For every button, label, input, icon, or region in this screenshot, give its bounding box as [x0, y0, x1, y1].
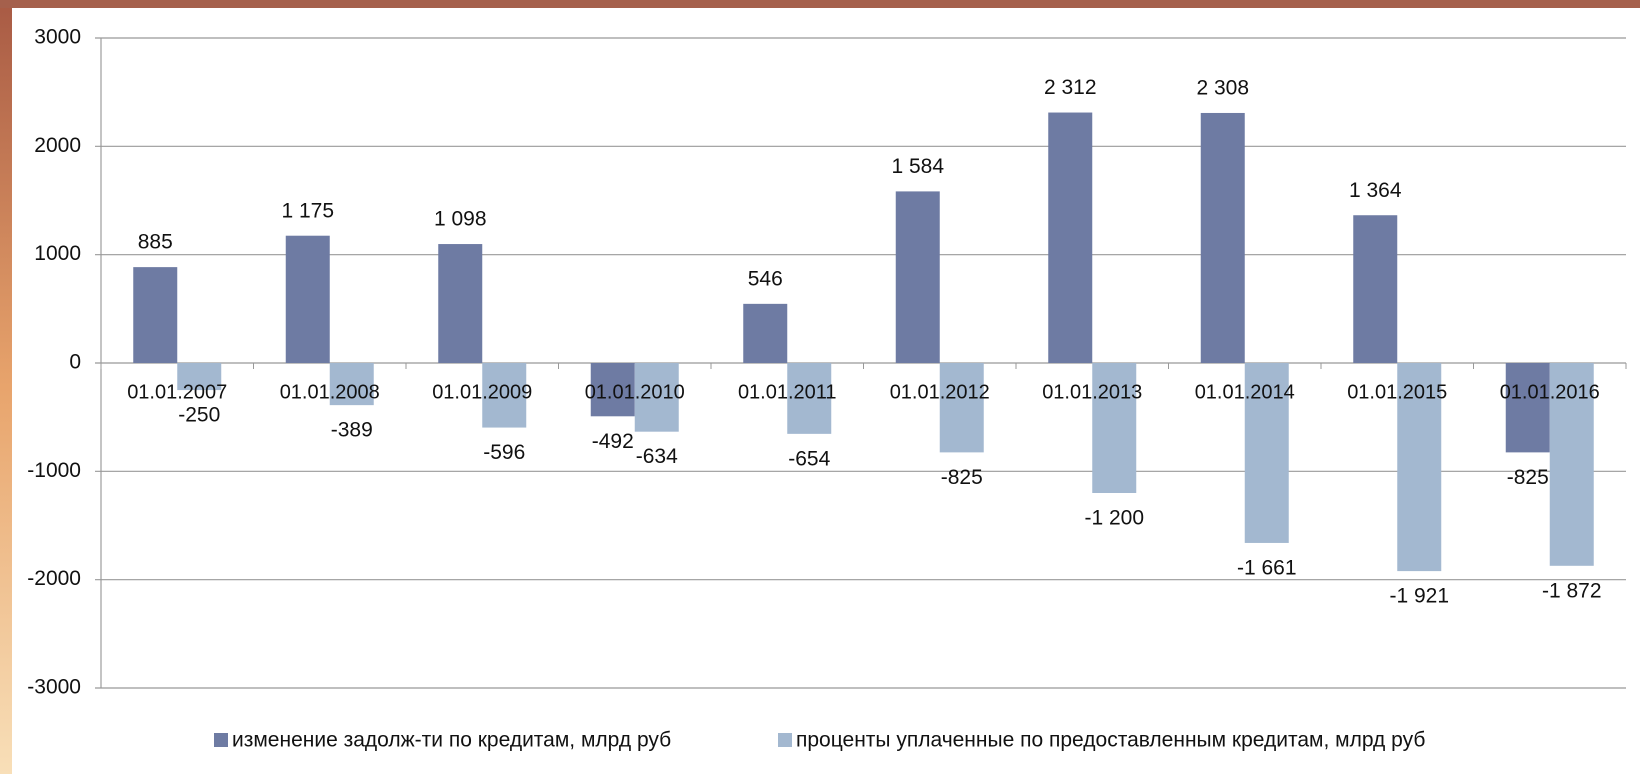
top-strip [0, 0, 1640, 8]
data-label: -389 [331, 419, 373, 442]
data-label: -492 [592, 430, 634, 453]
bar [634, 363, 679, 432]
data-label: -825 [941, 466, 983, 489]
x-tick-label: 01.01.2014 [1195, 381, 1295, 403]
data-label: 885 [138, 231, 173, 254]
data-label: 1 175 [281, 199, 334, 222]
data-label: -1 661 [1237, 556, 1297, 579]
y-tick-label: 3000 [34, 26, 81, 49]
bar [1549, 363, 1594, 566]
bar [177, 363, 222, 391]
bar [1244, 363, 1289, 543]
data-label: 1 584 [891, 155, 944, 178]
bar [743, 303, 788, 363]
bar [1092, 363, 1137, 493]
legend-swatch [778, 733, 792, 747]
x-tick-label: 01.01.2010 [585, 381, 685, 403]
legend-label: проценты уплаченные по предоставленным к… [796, 729, 1425, 752]
x-tick-label: 01.01.2007 [127, 381, 227, 403]
data-label: 1 098 [434, 208, 487, 231]
bar [438, 244, 483, 363]
data-label: -1 872 [1542, 579, 1602, 602]
bar [285, 235, 330, 363]
data-label: -825 [1507, 466, 1549, 489]
y-tick-label: 1000 [34, 242, 81, 265]
x-tick-label: 01.01.2016 [1500, 381, 1600, 403]
data-label: -250 [178, 404, 220, 427]
bar [1353, 215, 1398, 363]
bar [1505, 363, 1550, 453]
data-label: 2 312 [1044, 76, 1097, 99]
legend-label: изменение задолж-ти по кредитам, млрд ру… [232, 729, 671, 752]
data-label: 1 364 [1349, 179, 1402, 202]
legend-swatch [214, 733, 228, 747]
bar [329, 363, 374, 406]
x-tick-label: 01.01.2011 [738, 381, 837, 403]
data-label: -596 [483, 441, 525, 464]
data-label: -654 [788, 447, 830, 470]
x-tick-label: 01.01.2015 [1347, 381, 1447, 403]
side-strip [0, 0, 12, 774]
bar [939, 363, 984, 453]
y-tick-label: 0 [69, 351, 81, 374]
x-tick-label: 01.01.2013 [1042, 381, 1142, 403]
data-label: 546 [748, 267, 783, 290]
y-tick-label: -2000 [27, 567, 81, 590]
y-tick-label: -3000 [27, 676, 81, 699]
bar [895, 191, 940, 363]
x-tick-label: 01.01.2012 [890, 381, 990, 403]
x-tick-label: 01.01.2009 [432, 381, 532, 403]
data-label: 2 308 [1196, 77, 1249, 100]
data-label: -1 921 [1389, 585, 1449, 608]
bar [1200, 112, 1245, 363]
bar [787, 363, 832, 434]
y-tick-label: 2000 [34, 134, 81, 157]
data-label: -1 200 [1084, 507, 1144, 530]
bar [1397, 363, 1442, 572]
y-tick-label: -1000 [27, 459, 81, 482]
bar [482, 363, 527, 428]
bar [590, 363, 635, 417]
x-tick-label: 01.01.2008 [280, 381, 380, 403]
bar [133, 267, 178, 363]
bar [1048, 112, 1093, 364]
data-label: -634 [636, 445, 678, 468]
